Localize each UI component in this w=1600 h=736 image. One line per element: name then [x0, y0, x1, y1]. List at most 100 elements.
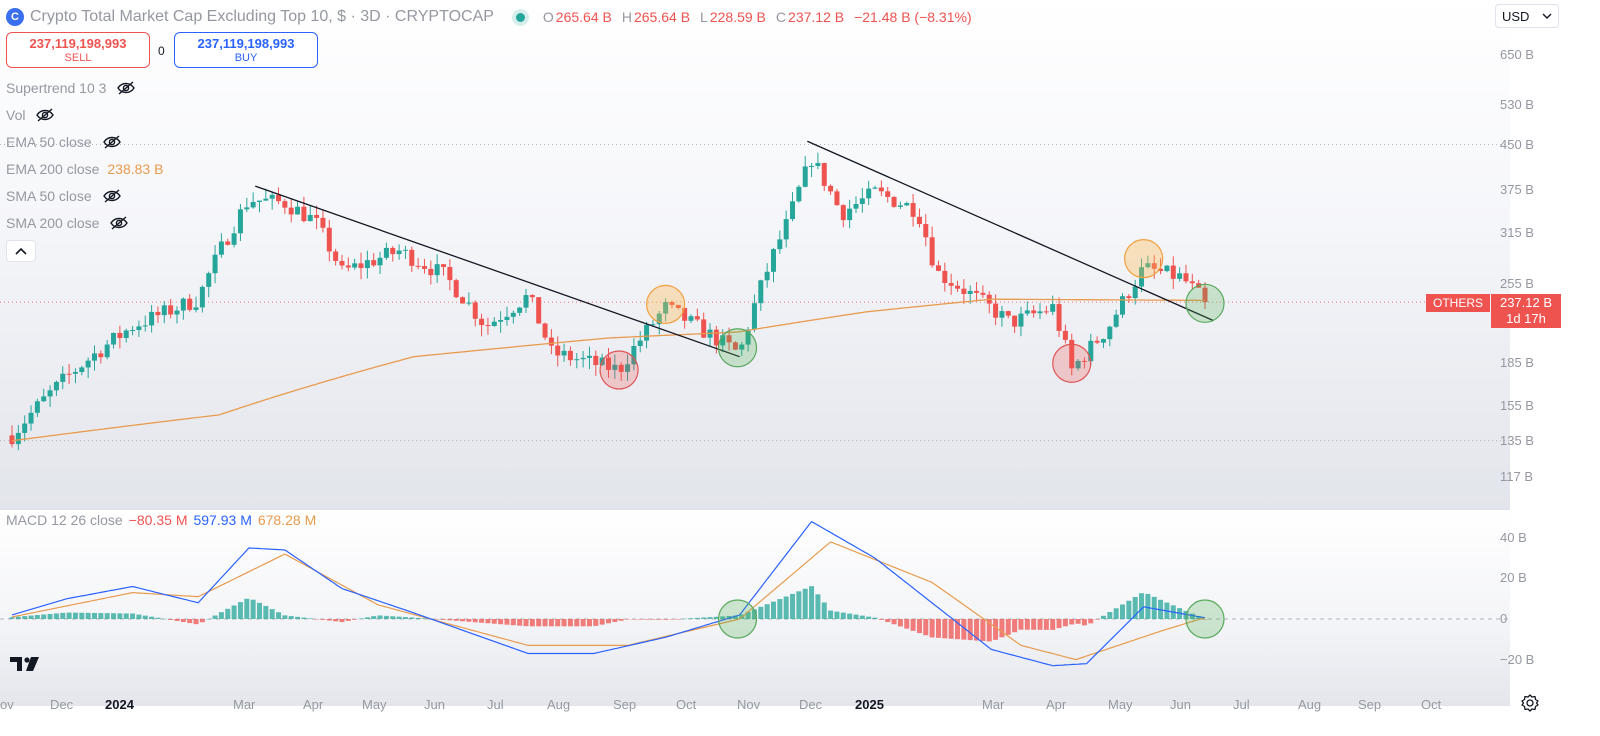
eye-off-icon[interactable] — [116, 80, 136, 96]
macd-histogram-bar — [751, 609, 757, 619]
candle-body — [1075, 360, 1081, 369]
eye-off-icon[interactable] — [102, 188, 122, 204]
candle-body — [904, 203, 910, 206]
macd-histogram-bar — [460, 619, 466, 622]
indicator-supertrend[interactable]: Supertrend 10 3 — [6, 78, 136, 98]
trendline — [807, 140, 1214, 322]
macd-histogram-bar — [631, 619, 637, 620]
bar-countdown: 1d 17h — [1506, 311, 1546, 326]
pane-separator[interactable] — [0, 508, 1600, 510]
candle-body — [22, 423, 28, 433]
eye-off-icon[interactable] — [35, 107, 55, 123]
candle-body — [916, 216, 922, 225]
sell-label: SELL — [64, 52, 92, 64]
candle-body — [491, 321, 497, 327]
candle-body — [402, 249, 408, 251]
sell-button[interactable]: 237,119,198,993 SELL — [6, 32, 150, 68]
candle-body — [650, 324, 656, 326]
macd-histogram-bar — [28, 615, 34, 619]
candle-body — [218, 241, 224, 255]
candle-body — [1069, 339, 1075, 369]
candle-body — [53, 381, 59, 391]
candle-body — [688, 316, 694, 321]
macd-histogram-bar — [567, 619, 573, 627]
indicator-ema200[interactable]: EMA 200 close 238.83 B — [6, 159, 163, 179]
time-tick: Mar — [233, 697, 256, 712]
indicator-vol[interactable]: Vol — [6, 105, 55, 125]
candle-body — [1062, 330, 1068, 340]
symbol-title[interactable]: Crypto Total Market Cap Excluding Top 10… — [30, 8, 494, 25]
candle-body — [872, 187, 878, 189]
candle-body — [421, 266, 427, 269]
macd-histogram-bar — [986, 619, 992, 642]
indicator-ema50[interactable]: EMA 50 close — [6, 132, 122, 152]
indicator-label: SMA 50 close — [6, 188, 92, 204]
macd-histogram-bar — [834, 611, 840, 619]
candle-body — [1107, 326, 1113, 340]
candle-body — [377, 257, 383, 266]
candle-body — [168, 305, 174, 315]
gear-icon[interactable] — [1520, 693, 1540, 713]
eye-off-icon[interactable] — [102, 134, 122, 150]
candle-body — [460, 297, 466, 304]
currency-select[interactable]: USD — [1495, 4, 1559, 28]
candle-body — [345, 265, 351, 268]
candle-body — [155, 311, 161, 316]
macd-histogram-bar — [1151, 596, 1157, 619]
candle-body — [745, 329, 751, 345]
macd-histogram-bar — [485, 619, 491, 624]
candle-body — [1120, 296, 1126, 315]
eye-off-icon[interactable] — [109, 215, 129, 231]
macd-histogram-bar — [764, 604, 770, 619]
macd-histogram-bar — [935, 619, 941, 638]
macd-histogram-bar — [333, 619, 339, 622]
candle-body — [396, 250, 402, 255]
candle-body — [47, 390, 53, 397]
indicator-sma200[interactable]: SMA 200 close — [6, 213, 129, 233]
candle-body — [567, 350, 573, 361]
tradingview-logo-icon[interactable] — [8, 654, 48, 674]
macd-histogram-bar — [276, 612, 282, 619]
collapse-legend-button[interactable] — [6, 240, 36, 262]
candle-body — [770, 249, 776, 272]
candle-body — [60, 373, 66, 382]
time-tick: Oct — [676, 697, 697, 712]
indicator-sma50[interactable]: SMA 50 close — [6, 186, 122, 206]
candle-body — [269, 194, 275, 199]
price-scale[interactable] — [1510, 0, 1600, 706]
macd-histogram-bar — [66, 612, 72, 619]
candle-body — [663, 302, 669, 314]
main-chart-pane[interactable] — [0, 0, 1510, 508]
candle-body — [282, 201, 288, 208]
candle-body — [193, 307, 199, 310]
macd-histogram-bar — [1012, 619, 1018, 633]
candle-body — [910, 203, 916, 217]
macd-histogram-bar — [1018, 619, 1024, 630]
macd-histogram-bar — [1024, 619, 1030, 630]
candle-body — [1094, 340, 1100, 343]
candle-body — [415, 265, 421, 267]
macd-histogram-bar — [199, 619, 205, 623]
time-axis[interactable] — [0, 706, 1600, 736]
candle-body — [1164, 265, 1170, 272]
last-price-tag: 237.12 B 1d 17h — [1491, 294, 1561, 328]
candle-body — [961, 288, 967, 294]
buy-button[interactable]: 237,119,198,993 BUY — [174, 32, 318, 68]
candle-body — [815, 163, 821, 166]
macd-histogram-bar — [790, 593, 796, 619]
candle-body — [136, 326, 142, 331]
macd-histogram-bar — [1031, 619, 1037, 630]
macd-histogram-bar — [967, 619, 973, 641]
candle-body — [212, 254, 218, 274]
macd-histogram-bar — [523, 619, 529, 627]
macd-histogram-bar — [644, 619, 650, 620]
macd-histogram-bar — [447, 619, 453, 621]
chart-canvas[interactable] — [0, 0, 1510, 706]
price-tick: 375 B — [1500, 182, 1534, 197]
candle-body — [180, 298, 186, 311]
candle-body — [41, 396, 47, 402]
macd-histogram-bar — [1189, 613, 1195, 619]
ema200-value: 238.83 B — [107, 161, 164, 177]
macd-legend[interactable]: MACD 12 26 close −80.35 M 597.93 M 678.2… — [6, 511, 316, 529]
macd-histogram-bar — [536, 619, 542, 627]
